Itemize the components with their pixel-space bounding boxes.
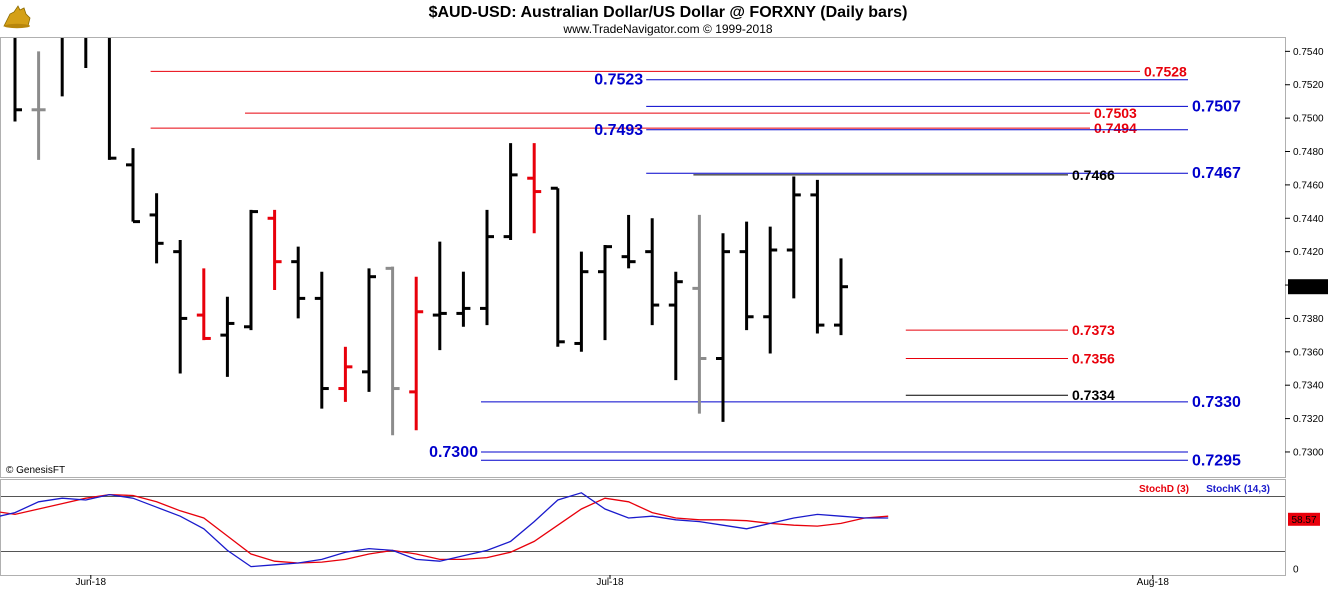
level-label: 0.7373: [1072, 322, 1115, 338]
ohlc-bar: [149, 193, 164, 264]
ohlc-bar: [267, 209, 282, 291]
golden-bull-logo-icon: [3, 5, 31, 29]
legend-stoch-d: StochD (3): [1139, 484, 1189, 495]
ohlc-bar: [196, 268, 211, 341]
ohlc-bar: [13, 38, 22, 122]
level-label: 0.7503: [1094, 105, 1137, 121]
x-tick-label: Jun-18: [76, 577, 107, 588]
chart-subtitle: www.TradeNavigator.com © 1999-2018: [562, 22, 772, 36]
ohlc-bar: [220, 296, 235, 377]
ohlc-bar: [126, 148, 140, 224]
ohlc-bar: [786, 176, 801, 299]
y-tick-label: 0.7300: [1293, 447, 1324, 458]
ohlc-bar: [692, 214, 707, 414]
level-label: 0.7295: [1192, 452, 1241, 469]
stoch-value-tag: 58.57: [1288, 512, 1320, 526]
stoch-y-tick-label: 0: [1293, 565, 1299, 576]
ohlc-bar: [244, 209, 258, 331]
ohlc-bar: [291, 246, 306, 319]
ohlc-bar: [668, 271, 683, 381]
stoch-k-line: [0, 492, 889, 568]
y-tick-label: 0.7480: [1293, 147, 1324, 158]
ohlc-bar: [84, 38, 88, 69]
level-label: 0.7523: [594, 72, 643, 89]
ohlc-bar: [338, 346, 353, 402]
level-label: 0.7467: [1192, 165, 1241, 182]
y-tick-label: 0.7540: [1293, 47, 1324, 58]
ohlc-bar: [60, 38, 64, 97]
stochastic-indicator: StochD (3) StochK (14,3) 0: [0, 484, 1299, 576]
ohlc-bar: [621, 214, 636, 269]
date-x-axis: Jun-18 Jul-18 Aug-18: [76, 575, 1170, 588]
x-tick-label: Jul-18: [596, 577, 624, 588]
indicator-panel: [0, 479, 1286, 576]
ohlc-bar: [527, 143, 542, 234]
stoch-value-label: 58.57: [1291, 515, 1316, 526]
y-tick-label: 0.7420: [1293, 247, 1324, 258]
last-price-tag: 0.7399: [1288, 279, 1328, 295]
level-label: 0.7330: [1192, 394, 1241, 411]
ohlc-bar: [385, 266, 400, 436]
ohlc-bar: [456, 271, 471, 327]
ohlc-bar: [362, 268, 376, 392]
last-price-label: 0.7399: [1293, 283, 1324, 294]
y-tick-label: 0.7340: [1293, 381, 1324, 392]
y-tick-label: 0.7380: [1293, 314, 1324, 325]
ohlc-bar: [173, 239, 188, 374]
ohlc-bar: [314, 271, 329, 409]
stoch-d-line: [0, 493, 889, 564]
level-label: 0.7466: [1072, 167, 1115, 183]
chart-title: $AUD-USD: Australian Dollar/US Dollar @ …: [429, 4, 908, 21]
logo: [3, 5, 31, 29]
ohlc-bar: [480, 209, 494, 326]
ohlc-bar: [598, 244, 612, 341]
ohlc-bar: [645, 218, 660, 326]
ohlc-bar: [409, 276, 424, 431]
level-label: 0.7528: [1144, 63, 1187, 79]
x-tick-label: Aug-18: [1137, 577, 1170, 588]
ohlc-bar: [739, 221, 754, 331]
ohlc-bar: [107, 38, 117, 160]
level-label: 0.7356: [1072, 350, 1115, 366]
ohlc-bar: [31, 51, 46, 160]
y-tick-label: 0.7360: [1293, 347, 1324, 358]
credit-text: © GenesisFT: [6, 465, 65, 476]
ohlc-bar: [432, 241, 447, 351]
price-panel: [0, 37, 1286, 478]
level-label: 0.7507: [1192, 98, 1241, 115]
level-label: 0.7300: [429, 444, 478, 461]
ohlc-bars: [13, 38, 848, 436]
y-tick-label: 0.7520: [1293, 80, 1324, 91]
level-label: 0.7334: [1072, 387, 1115, 403]
ohlc-bar: [763, 226, 778, 354]
ohlc-bar: [550, 186, 565, 347]
level-label: 0.7493: [594, 122, 643, 139]
ohlc-bar: [834, 258, 848, 336]
y-tick-label: 0.7320: [1293, 414, 1324, 425]
ohlc-bar: [810, 179, 825, 334]
legend-stoch-k: StochK (14,3): [1206, 484, 1270, 495]
price-y-axis: 0.7540 0.7520 0.7500 0.7480 0.7460 0.7440 0.74…: [1285, 47, 1324, 458]
level-label: 0.7494: [1094, 120, 1137, 136]
y-tick-label: 0.7460: [1293, 180, 1324, 191]
ohlc-bar: [716, 233, 730, 422]
y-tick-label: 0.7500: [1293, 114, 1324, 125]
ohlc-bar: [503, 143, 518, 240]
ohlc-bar: [574, 251, 589, 352]
y-tick-label: 0.7440: [1293, 214, 1324, 225]
